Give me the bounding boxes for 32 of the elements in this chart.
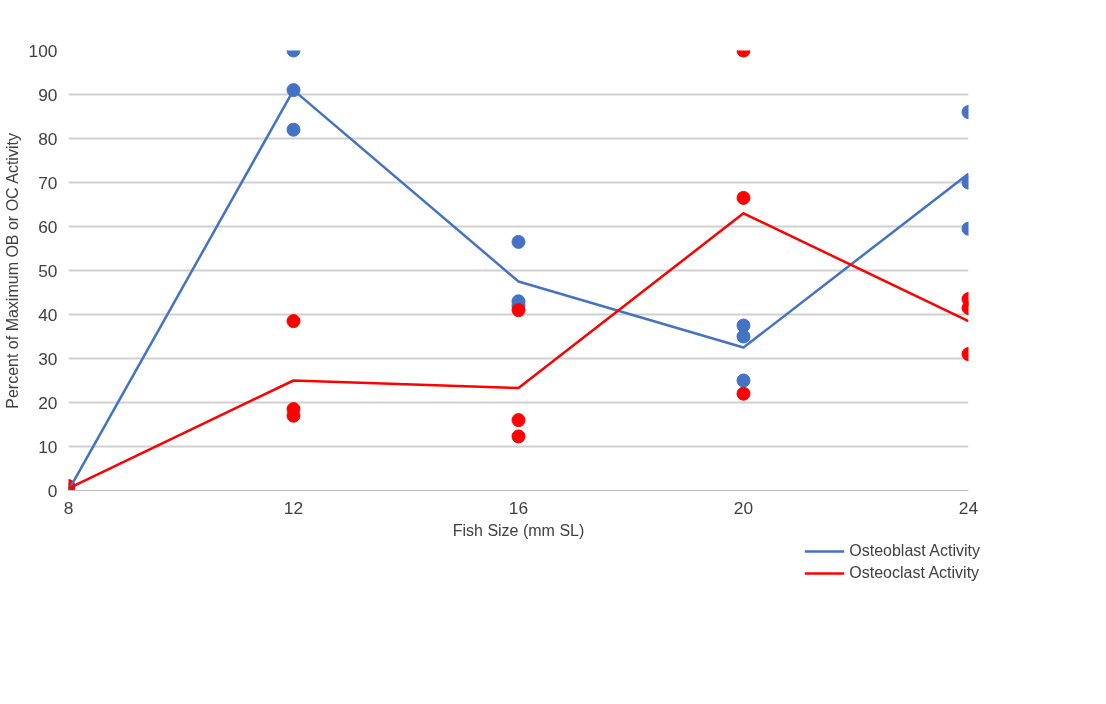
x-axis-title: Fish Size (mm SL): [452, 521, 585, 539]
y-tick-label: 10: [38, 436, 58, 457]
y-tick-label: 90: [38, 84, 58, 105]
x-tick-label: 12: [283, 497, 304, 518]
y-tick-label: 60: [38, 216, 58, 237]
y-tick-label: 50: [38, 260, 58, 281]
point: [286, 314, 301, 329]
point: [736, 373, 751, 388]
x-tick-label: 24: [958, 497, 979, 518]
point: [286, 122, 301, 137]
point: [511, 234, 526, 249]
x-tick-label: 20: [733, 497, 754, 518]
point: [736, 386, 751, 401]
point: [511, 303, 526, 318]
y-axis-title: Percent of Maximum OB or OC Activity: [3, 133, 21, 409]
x-tick-label: 8: [63, 497, 74, 518]
point: [511, 413, 526, 428]
legend-label: Osteoblast Activity: [849, 542, 980, 560]
y-tick-label: 20: [38, 392, 58, 413]
legend-label: Osteoclast Activity: [849, 564, 980, 582]
point: [736, 329, 751, 344]
point: [736, 318, 751, 333]
y-tick-label: 70: [38, 172, 58, 193]
line-series: [68, 212, 969, 490]
point: [511, 429, 526, 444]
x-tick-label: 16: [508, 497, 529, 518]
y-tick-label: 80: [38, 128, 58, 149]
y-tick-label: 100: [28, 40, 58, 61]
y-tick-label: 30: [38, 348, 58, 369]
point: [736, 190, 751, 205]
y-tick-label: 0: [47, 480, 58, 501]
y-tick-label: 40: [38, 304, 58, 325]
